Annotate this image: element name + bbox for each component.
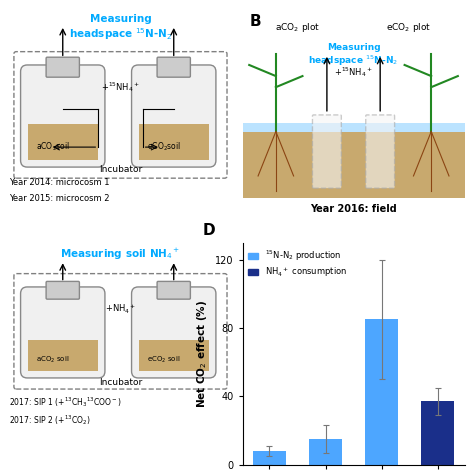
Text: D: D [202, 223, 215, 238]
FancyBboxPatch shape [157, 282, 191, 299]
Text: Year 2015: microcosm 2: Year 2015: microcosm 2 [9, 194, 110, 203]
FancyBboxPatch shape [46, 282, 80, 299]
Text: Incubator: Incubator [99, 165, 142, 174]
Text: +$^{15}$NH$_4$$^+$: +$^{15}$NH$_4$$^+$ [101, 80, 140, 94]
FancyBboxPatch shape [132, 65, 216, 167]
Text: eCO$_2$ soil: eCO$_2$ soil [147, 355, 181, 365]
FancyBboxPatch shape [27, 340, 98, 371]
Bar [243, 132, 465, 198]
Text: Incubator: Incubator [99, 378, 142, 387]
FancyBboxPatch shape [139, 125, 209, 160]
Text: 2017: SIP 1 (+$^{13}$CH$_3$$^{13}$COO$^-$): 2017: SIP 1 (+$^{13}$CH$_3$$^{13}$COO$^-… [9, 395, 122, 410]
Bar [309, 439, 342, 465]
Text: 2017: SIP 2 (+$^{13}$CO$_2$): 2017: SIP 2 (+$^{13}$CO$_2$) [9, 413, 91, 427]
Bar [243, 123, 465, 132]
FancyBboxPatch shape [312, 115, 341, 188]
Legend: $^{15}$N-N$_2$ production, NH$_4$$^+$ consumption: $^{15}$N-N$_2$ production, NH$_4$$^+$ co… [246, 246, 349, 281]
Text: Measuring soil NH$_4$$^+$: Measuring soil NH$_4$$^+$ [61, 247, 181, 262]
Text: eCO$_2$ plot: eCO$_2$ plot [386, 20, 432, 34]
Text: Year 2014: microcosm 1: Year 2014: microcosm 1 [9, 178, 110, 187]
Text: +NH$_4$$^+$: +NH$_4$$^+$ [105, 302, 136, 316]
FancyBboxPatch shape [46, 57, 80, 77]
Bar [253, 451, 286, 465]
FancyBboxPatch shape [20, 287, 105, 378]
Bar [365, 319, 398, 465]
FancyBboxPatch shape [20, 65, 105, 167]
FancyBboxPatch shape [132, 287, 216, 378]
Text: aCO$_2$soil: aCO$_2$soil [36, 141, 70, 154]
Text: B: B [249, 14, 261, 29]
Text: Measuring
headspace $^{15}$N-N$_2$: Measuring headspace $^{15}$N-N$_2$ [69, 14, 172, 42]
Text: aCO$_2$ plot: aCO$_2$ plot [275, 20, 320, 34]
Text: Measuring
headspace $^{15}$N-N$_2$: Measuring headspace $^{15}$N-N$_2$ [309, 43, 399, 68]
Text: +$^{15}$NH$_4$$^+$: +$^{15}$NH$_4$$^+$ [334, 64, 373, 79]
Text: aCO$_2$ soil: aCO$_2$ soil [36, 355, 70, 365]
FancyBboxPatch shape [157, 57, 191, 77]
Y-axis label: Net CO$_2$ effect (%): Net CO$_2$ effect (%) [195, 300, 210, 408]
Bar [421, 401, 455, 465]
Text: eCO$_2$soil: eCO$_2$soil [147, 141, 181, 154]
FancyBboxPatch shape [27, 125, 98, 160]
FancyBboxPatch shape [366, 115, 394, 188]
FancyBboxPatch shape [139, 340, 209, 371]
Text: Year 2016: field: Year 2016: field [310, 204, 397, 214]
